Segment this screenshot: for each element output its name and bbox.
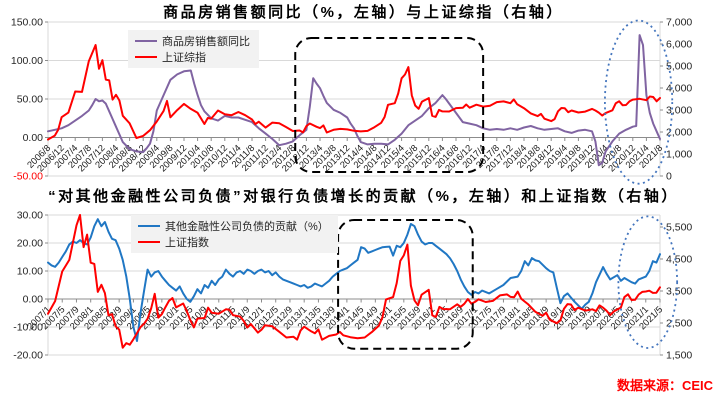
red-line-swatch xyxy=(138,240,160,244)
top-chart-title: 商品房销售额同比（%，左轴）与上证综指（右轴） xyxy=(163,4,564,21)
right-axis-labels: 7,000 6,000 5,000 4,000 3,000 2,000 1,000 0 xyxy=(660,17,692,183)
svg-text:0.00: 0.00 xyxy=(23,132,44,144)
bottom-chart-svg: 30.00 20.00 10.00 0.00 -10.00 -20.00 5,500 4,50… xyxy=(13,210,692,362)
series-line-left xyxy=(47,34,661,167)
category-axis xyxy=(47,137,661,141)
svg-text:1,500: 1,500 xyxy=(666,350,692,362)
legend-item: 其他金融性公司负债的贡献（%） xyxy=(138,218,329,234)
legend-item: 上证综指 xyxy=(135,49,250,65)
svg-text:5,000: 5,000 xyxy=(666,61,692,73)
dotted-highlight-ellipse xyxy=(617,215,679,349)
svg-text:7,000: 7,000 xyxy=(666,17,692,29)
svg-text:3,000: 3,000 xyxy=(666,105,692,117)
svg-text:1,000: 1,000 xyxy=(666,149,692,161)
svg-text:100.00: 100.00 xyxy=(11,55,43,67)
legend-label: 其他金融性公司负债的贡献（%） xyxy=(165,221,329,233)
svg-text:-20.00: -20.00 xyxy=(13,350,43,362)
legend-item: 商品房销售额同比 xyxy=(135,33,250,49)
top-chart-legend: 商品房销售额同比 上证综指 xyxy=(128,30,259,68)
svg-text:4,000: 4,000 xyxy=(666,83,692,95)
blue-line-swatch xyxy=(138,224,160,228)
bottom-chart-legend: 其他金融性公司负债的贡献（%） 上证指数 xyxy=(131,215,338,253)
svg-text:20.00: 20.00 xyxy=(17,238,43,250)
svg-text:10.00: 10.00 xyxy=(17,266,43,278)
svg-text:-50.00: -50.00 xyxy=(13,171,43,183)
svg-text:150.00: 150.00 xyxy=(11,17,43,29)
left-axis-labels: 150.00 100.00 50.00 0.00 -50.00 xyxy=(11,17,48,183)
svg-text:0: 0 xyxy=(666,171,672,183)
bottom-chart-title: “对其他金融性公司负债”对银行负债增长的贡献（%，左轴）和上证指数（右轴） xyxy=(48,188,679,205)
svg-text:2,000: 2,000 xyxy=(666,127,692,139)
svg-text:50.00: 50.00 xyxy=(17,94,43,106)
svg-text:6,000: 6,000 xyxy=(666,39,692,51)
series-line-right xyxy=(47,214,661,349)
series-line-right xyxy=(47,44,661,141)
left-axis-labels: 30.00 20.00 10.00 0.00 -10.00 -20.00 xyxy=(13,210,48,362)
svg-text:-10.00: -10.00 xyxy=(13,322,43,334)
dashed-highlight-box xyxy=(294,37,485,173)
red-line-swatch xyxy=(135,55,157,59)
svg-text:5,500: 5,500 xyxy=(666,222,692,234)
legend-label: 商品房销售额同比 xyxy=(162,36,250,48)
x-axis-labels: 2007/12007/52007/92008/12008/52008/92009… xyxy=(25,304,664,331)
svg-text:0.00: 0.00 xyxy=(23,294,44,306)
data-source-note: 数据来源：CEIC xyxy=(616,378,713,393)
purple-line-swatch xyxy=(135,39,157,43)
legend-item: 上证指数 xyxy=(138,234,329,250)
category-axis xyxy=(47,298,661,303)
svg-text:4,500: 4,500 xyxy=(666,254,692,266)
svg-text:3,500: 3,500 xyxy=(666,286,692,298)
top-chart-svg: 150.00 100.00 50.00 0.00 -50.00 7,000 6,000 5,0… xyxy=(11,17,692,185)
legend-label: 上证综指 xyxy=(162,52,206,64)
legend-label: 上证指数 xyxy=(165,237,209,249)
svg-text:30.00: 30.00 xyxy=(17,210,43,222)
x-axis-labels: 2006/82006/122007/42007/82007/122008/420… xyxy=(25,143,664,174)
right-axis-labels: 5,500 4,500 3,500 2,500 1,500 xyxy=(660,222,692,362)
dashed-highlight-box xyxy=(337,219,474,350)
dotted-highlight-ellipse xyxy=(604,19,674,185)
svg-text:2,500: 2,500 xyxy=(666,318,692,330)
series-line-left xyxy=(47,218,661,342)
